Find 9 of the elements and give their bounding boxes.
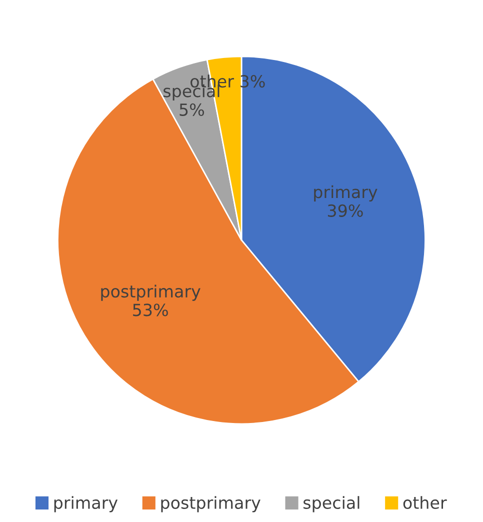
data-label: 53% <box>133 304 168 316</box>
slice-label: primary <box>314 185 378 202</box>
legend-label: other <box>403 496 447 509</box>
data-label: 39% <box>328 204 363 217</box>
slice-label: postprimary <box>101 284 200 301</box>
legend-label: postprimary <box>161 496 260 512</box>
data-label: 5% <box>180 103 204 116</box>
legend-label: primary <box>54 496 118 512</box>
legend-label: special <box>304 496 360 512</box>
